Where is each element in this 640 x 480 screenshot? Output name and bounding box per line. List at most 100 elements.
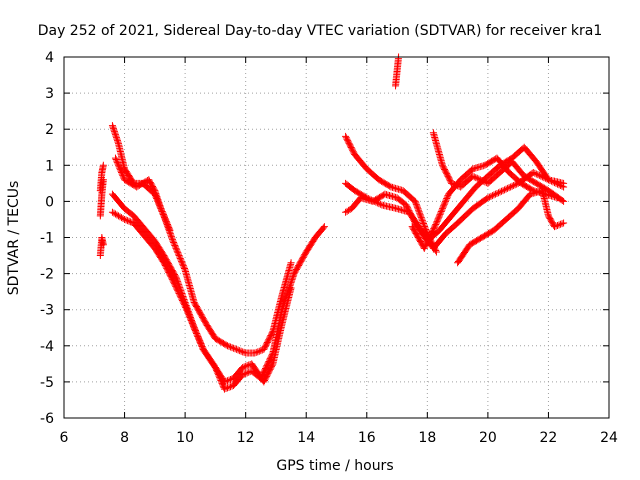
data-point <box>496 169 504 177</box>
data-marker <box>112 132 120 140</box>
data-marker <box>257 347 265 355</box>
data-marker <box>452 181 460 189</box>
data-point <box>181 266 189 274</box>
data-marker <box>442 196 450 204</box>
data-marker <box>470 173 478 181</box>
data-marker <box>227 383 235 391</box>
data-point <box>393 194 401 202</box>
data-point <box>98 169 106 177</box>
data-point <box>121 165 129 173</box>
data-point <box>478 234 486 241</box>
data-marker <box>546 176 554 184</box>
data-marker <box>155 200 163 208</box>
data-marker <box>476 176 484 184</box>
data-marker <box>289 273 297 281</box>
data-point <box>145 176 153 184</box>
data-marker <box>183 304 191 312</box>
data-marker <box>439 203 447 211</box>
data-marker <box>493 189 501 197</box>
data-point <box>432 248 440 256</box>
data-point <box>399 187 407 195</box>
x-axis-title: GPS time / hours <box>276 458 393 474</box>
data-marker <box>118 170 126 178</box>
data-marker <box>117 167 125 175</box>
data-marker <box>413 202 421 210</box>
data-point <box>239 371 247 379</box>
data-point <box>357 194 365 202</box>
data-marker <box>240 370 248 378</box>
data-marker <box>510 182 518 190</box>
data-marker <box>192 328 200 336</box>
data-marker <box>118 214 126 222</box>
data-point <box>538 187 546 195</box>
data-marker <box>118 169 126 177</box>
data-marker <box>441 199 449 207</box>
data-point <box>96 252 104 260</box>
data-marker <box>125 217 133 225</box>
y-tick-label: 4 <box>45 50 54 66</box>
y-tick-label: -5 <box>40 375 54 391</box>
data-marker <box>419 220 427 228</box>
y-tick-label: -3 <box>40 303 54 319</box>
data-marker <box>182 300 190 308</box>
data-point <box>392 82 400 90</box>
data-point <box>532 179 540 187</box>
data-marker <box>175 281 183 289</box>
series-arc-c <box>96 234 107 260</box>
data-marker <box>161 215 169 223</box>
series-arc-11 <box>392 53 403 90</box>
data-point <box>302 248 310 256</box>
data-marker <box>478 176 486 184</box>
data-point <box>115 197 122 205</box>
data-marker <box>535 171 543 179</box>
data-point <box>172 273 180 281</box>
data-marker <box>124 217 132 225</box>
x-tick-label: 24 <box>600 430 618 446</box>
data-point <box>157 205 165 213</box>
data-marker <box>501 186 509 194</box>
data-marker <box>243 362 251 370</box>
data-marker <box>116 213 124 221</box>
data-point <box>211 363 219 371</box>
data-point <box>342 179 350 187</box>
data-marker <box>183 303 191 311</box>
data-marker <box>421 223 429 231</box>
series-arc-9 <box>429 129 568 205</box>
data-marker <box>191 327 199 335</box>
data-marker <box>319 224 327 232</box>
data-point <box>202 320 210 328</box>
data-point <box>98 190 106 198</box>
data-marker <box>498 187 506 195</box>
data-marker <box>225 342 233 350</box>
data-marker <box>113 135 121 143</box>
data-marker <box>178 291 186 299</box>
data-marker <box>176 253 184 261</box>
data-marker <box>171 241 179 249</box>
data-marker <box>184 307 192 315</box>
data-point <box>342 208 350 216</box>
data-marker <box>112 134 120 142</box>
data-marker <box>113 211 121 219</box>
data-marker <box>179 262 187 270</box>
data-marker <box>240 363 248 371</box>
data-point <box>199 345 207 353</box>
data-marker <box>386 182 394 190</box>
data-marker <box>490 191 498 199</box>
series-arc-10 <box>454 187 568 267</box>
y-axis-title: SDTVAR / TECUs <box>6 181 22 296</box>
data-marker <box>178 290 186 298</box>
data-marker <box>290 271 298 279</box>
y-tick-label: -6 <box>40 411 54 427</box>
data-marker <box>168 236 176 244</box>
data-point <box>402 201 410 209</box>
data-marker <box>487 192 495 200</box>
data-marker <box>417 214 425 222</box>
data-point <box>190 324 198 332</box>
data-marker <box>502 185 510 193</box>
data-marker <box>376 200 384 208</box>
data-point <box>481 161 489 169</box>
data-point <box>393 205 401 213</box>
data-marker <box>180 294 188 302</box>
data-point <box>529 169 537 177</box>
